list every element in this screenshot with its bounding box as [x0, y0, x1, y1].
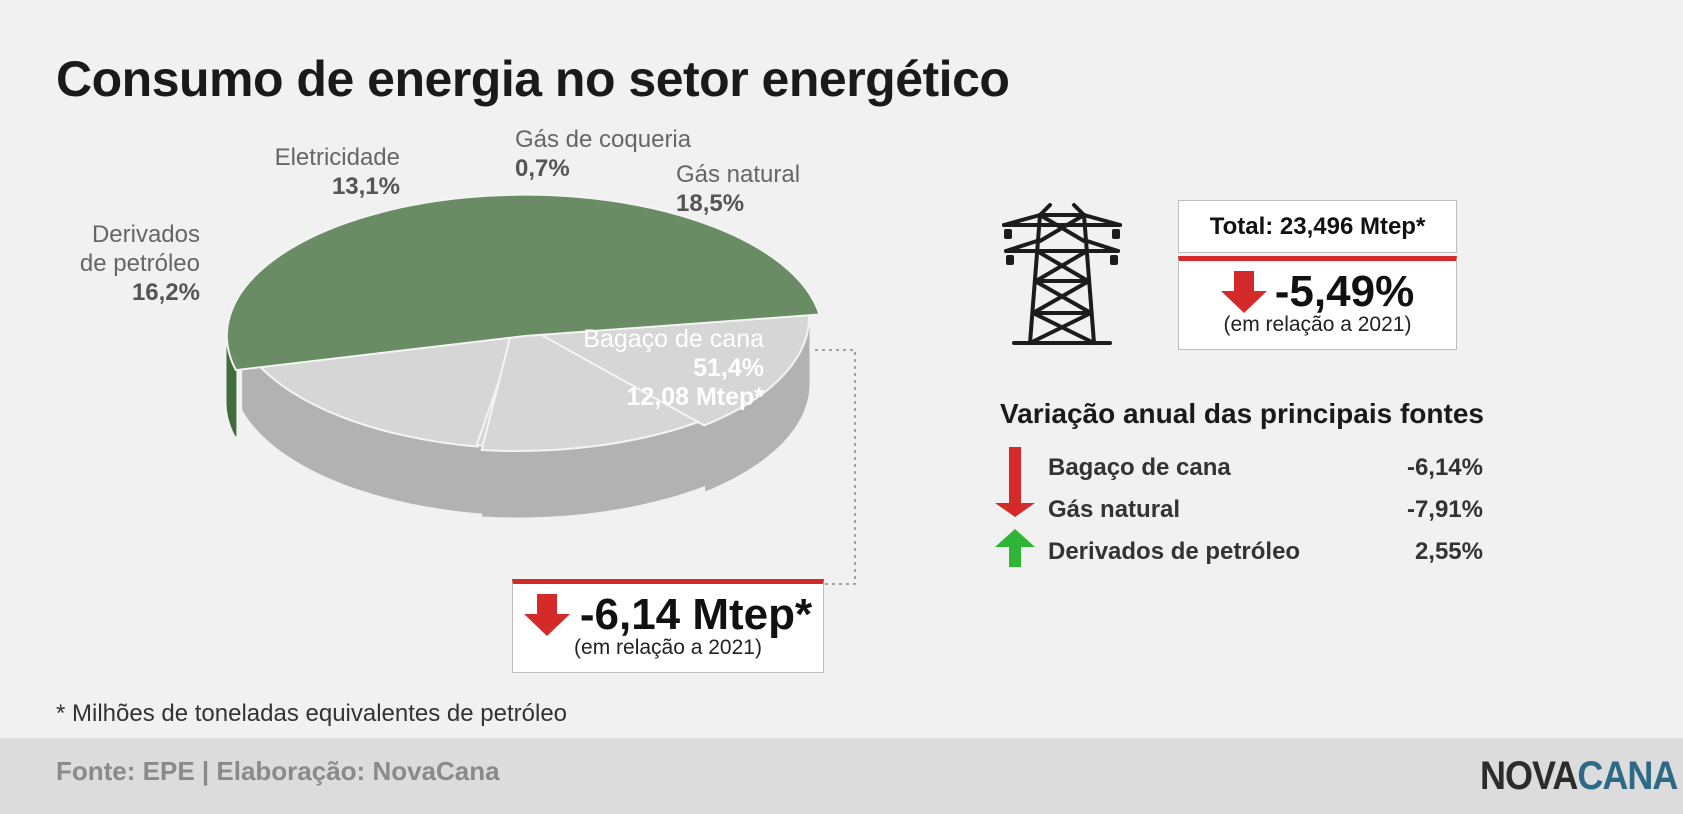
- variation-row-name: Gás natural: [1048, 496, 1181, 523]
- variation-row-value: 2,55%: [1414, 538, 1483, 565]
- label-gas-natural-name: Gás natural: [676, 161, 801, 188]
- bagaco-change-value: -6,14 Mtep*: [579, 590, 813, 639]
- down-arrow-icon: [523, 594, 570, 636]
- variation-row: Gás natural -7,91%: [1048, 496, 1483, 526]
- label-eletricidade-pct: 13,1%: [331, 173, 400, 200]
- variation-row-name: Derivados de petróleo: [1048, 538, 1301, 565]
- source-text: Fonte: EPE | Elaboração: NovaCana: [56, 756, 500, 786]
- label-eletricidade: Eletricidade 13,1%: [220, 143, 400, 201]
- pie-chart: [225, 193, 821, 518]
- total-change-value: -5,49%: [1274, 267, 1415, 316]
- label-derivados: Derivados de petróleo 16,2%: [40, 220, 200, 307]
- label-derivados-line1: Derivados: [91, 221, 200, 248]
- label-gas-coqueria: Gás de coqueria 0,7%: [515, 125, 691, 183]
- bagaco-change-box: -6,14 Mtep* (em relação a 2021): [512, 579, 824, 673]
- variation-row-value: -7,91%: [1406, 496, 1483, 523]
- label-gas-coqueria-name: Gás de coqueria: [515, 126, 692, 153]
- total-change-note: (em relação a 2021): [1223, 313, 1412, 336]
- variation-row-name: Bagaço de cana: [1048, 454, 1231, 481]
- label-eletricidade-name: Eletricidade: [274, 144, 400, 171]
- novacana-logo: NOVACANA: [1480, 752, 1678, 798]
- variation-row-value: -6,14%: [1406, 454, 1483, 481]
- connector-line: [815, 349, 856, 585]
- up-arrow-icon: [995, 529, 1035, 567]
- label-gas-coqueria-pct: 0,7%: [515, 155, 570, 182]
- pie-slice-baga-o-de-cana: [225, 193, 821, 372]
- variation-row: Derivados de petróleo 2,55%: [1048, 538, 1483, 568]
- label-bagaco-name: Bagaço de cana: [583, 325, 764, 353]
- label-derivados-line2: de petróleo: [79, 250, 200, 277]
- footer: Fonte: EPE | Elaboração: NovaCana NOVACA…: [0, 738, 1683, 814]
- variation-title: Variação anual das principais fontes: [1000, 398, 1484, 429]
- label-gas-natural-pct: 18,5%: [676, 190, 745, 217]
- transmission-tower-icon: [1002, 203, 1122, 345]
- total-change-box: -5,49% (em relação a 2021): [1178, 256, 1457, 350]
- label-bagaco-mtep: 12,08 Mtep*: [626, 383, 764, 411]
- variation-arrows: [995, 447, 1035, 567]
- variation-row: Bagaço de cana -6,14%: [1048, 454, 1483, 484]
- total-box: Total: 23,496 Mtep*: [1178, 200, 1457, 253]
- down-arrow-icon: [995, 447, 1035, 517]
- label-bagaco: Bagaço de cana 51,4% 12,08 Mtep*: [540, 325, 764, 412]
- bagaco-change-note: (em relação a 2021): [574, 636, 762, 659]
- down-arrow-icon: [1220, 271, 1267, 313]
- footnote: * Milhões de toneladas equivalentes de p…: [56, 700, 568, 727]
- label-bagaco-pct: 51,4%: [693, 354, 764, 382]
- label-gas-natural: Gás natural 18,5%: [676, 160, 800, 218]
- page-title: Consumo de energia no setor energético: [56, 51, 1010, 107]
- label-derivados-pct: 16,2%: [131, 279, 200, 306]
- pie-slice-eletricidade: [480, 308, 713, 452]
